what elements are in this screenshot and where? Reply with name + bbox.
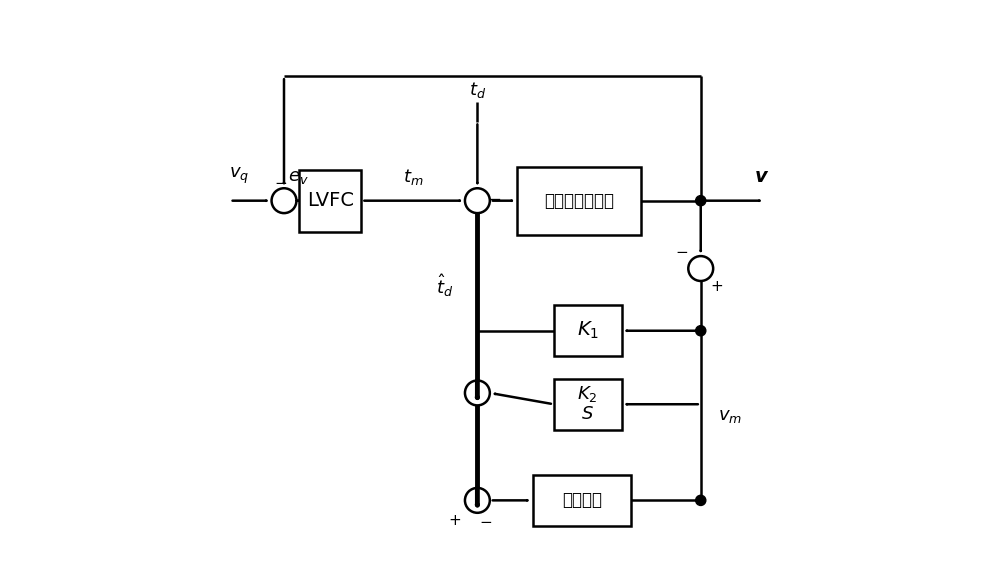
- Text: $\boldsymbol{v_q}$: $\boldsymbol{v_q}$: [229, 166, 249, 187]
- Bar: [554, 379, 622, 430]
- Text: $\boldsymbol{v_m}$: $\boldsymbol{v_m}$: [718, 407, 742, 425]
- Text: 龙门式运动平台: 龙门式运动平台: [544, 192, 614, 210]
- Bar: [517, 167, 641, 235]
- Text: $-$: $-$: [488, 190, 501, 205]
- Text: 参考模型: 参考模型: [562, 492, 602, 509]
- Text: $\boldsymbol{e_v}$: $\boldsymbol{e_v}$: [288, 168, 308, 186]
- Bar: [299, 170, 361, 232]
- Bar: [533, 475, 631, 526]
- Circle shape: [696, 196, 706, 206]
- Text: $\boldsymbol{\hat{t}_d}$: $\boldsymbol{\hat{t}_d}$: [436, 272, 453, 299]
- Text: $\mathit{S}$: $\mathit{S}$: [581, 405, 594, 424]
- Text: $\mathit{K}_1$: $\mathit{K}_1$: [577, 320, 599, 341]
- Circle shape: [696, 325, 706, 336]
- Text: $-$: $-$: [479, 513, 492, 528]
- Text: $\boldsymbol{v}$: $\boldsymbol{v}$: [754, 168, 769, 186]
- Text: $-$: $-$: [274, 174, 287, 189]
- Text: LVFC: LVFC: [307, 191, 354, 210]
- Text: $-$: $-$: [675, 243, 689, 258]
- Bar: [554, 305, 622, 356]
- Text: $\boldsymbol{t_m}$: $\boldsymbol{t_m}$: [403, 167, 423, 187]
- Text: $+$: $+$: [448, 513, 461, 528]
- Text: $\mathit{K}_2$: $\mathit{K}_2$: [577, 384, 598, 404]
- Circle shape: [696, 495, 706, 505]
- Text: $\boldsymbol{t_d}$: $\boldsymbol{t_d}$: [469, 81, 486, 100]
- Text: $+$: $+$: [710, 279, 723, 294]
